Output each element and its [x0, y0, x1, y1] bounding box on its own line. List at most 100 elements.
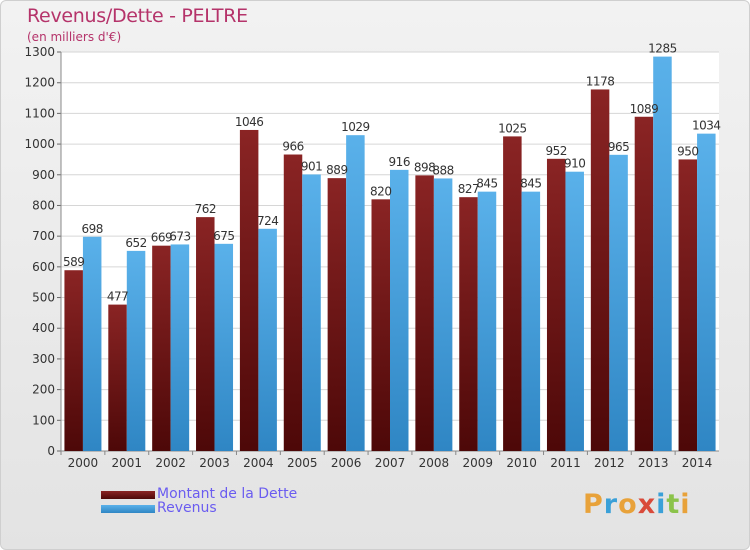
bar-dette: [64, 270, 83, 451]
bar-dette: [283, 154, 303, 451]
y-tick-label: 1200: [24, 76, 55, 90]
bar-dette: [327, 178, 347, 451]
data-label-dette: 966: [282, 140, 303, 154]
legend-label-dette: Montant de la Dette: [157, 486, 298, 502]
bar-revenus: [433, 178, 453, 451]
bar-revenus: [346, 135, 365, 451]
legend-label-revenus: Revenus: [157, 500, 217, 516]
chart-subtitle: (en milliers d'€): [27, 30, 122, 44]
x-tick-label: 2012: [594, 456, 625, 470]
data-label-revenus: 1285: [648, 42, 677, 56]
x-tick-label: 2009: [462, 456, 493, 470]
y-tick-label: 200: [32, 383, 55, 397]
x-tick-label: 2007: [375, 456, 406, 470]
x-tick-label: 2011: [550, 456, 581, 470]
x-tick-label: 2004: [243, 456, 274, 470]
data-label-dette: 827: [458, 182, 479, 196]
x-axis-ticks: 2000 2001 2002 2003 2004 2005 2006 2007 2008 2009…: [60, 451, 712, 470]
logo-letter: i: [656, 489, 667, 520]
data-label-dette: 1178: [586, 74, 615, 88]
data-label-revenus: 673: [169, 229, 190, 243]
logo-letter: t: [666, 489, 681, 520]
x-tick-label: 2006: [331, 456, 362, 470]
bar-revenus: [477, 191, 497, 451]
x-tick-label: 2000: [68, 456, 99, 470]
y-tick-label: 1100: [24, 106, 55, 120]
bar-revenus: [214, 243, 234, 451]
logo-letter: P: [583, 489, 604, 520]
data-label-revenus: 1029: [341, 120, 370, 134]
bar-revenus: [697, 133, 716, 451]
data-label-dette: 669: [151, 231, 172, 245]
data-label-revenus: 888: [432, 163, 453, 177]
data-label-dette: 820: [370, 184, 391, 198]
bar-revenus: [653, 56, 672, 451]
data-label-revenus: 845: [476, 177, 497, 191]
y-tick-label: 1300: [24, 45, 55, 59]
data-label-dette: 950: [677, 144, 698, 158]
bar-revenus: [170, 244, 190, 451]
proxiti-logo: Proxiti: [583, 489, 691, 520]
data-label-revenus: 910: [564, 157, 585, 171]
y-tick-label: 0: [47, 444, 55, 458]
bar-dette: [239, 129, 259, 451]
data-label-dette: 589: [63, 255, 84, 269]
data-label-dette: 1025: [498, 121, 527, 135]
y-tick-label: 600: [32, 260, 55, 274]
data-label-revenus: 675: [213, 229, 234, 243]
y-tick-label: 800: [32, 198, 55, 212]
data-label-dette: 898: [414, 160, 435, 174]
y-tick-label: 1000: [24, 137, 55, 151]
data-label-revenus: 652: [125, 236, 146, 250]
bar-dette: [546, 158, 566, 451]
bar-dette: [459, 197, 478, 451]
bar-revenus: [126, 250, 146, 451]
bar-revenus: [302, 174, 321, 451]
chart-title: Revenus/Dette - PELTRE: [27, 5, 248, 27]
data-label-dette: 762: [195, 202, 216, 216]
bars: [64, 56, 716, 452]
data-label-revenus: 965: [608, 140, 629, 154]
bar-revenus: [521, 191, 541, 451]
bar-dette: [108, 304, 127, 451]
x-tick-label: 2003: [199, 456, 230, 470]
x-tick-label: 2008: [419, 456, 450, 470]
logo-letter: o: [618, 489, 638, 520]
data-label-revenus: 724: [257, 214, 278, 228]
bar-dette: [590, 89, 610, 452]
legend-swatch-dette: [101, 491, 155, 499]
y-tick-label: 400: [32, 321, 55, 335]
bar-dette: [371, 199, 390, 451]
data-label-revenus: 916: [389, 155, 410, 169]
data-label-dette: 889: [326, 163, 347, 177]
bar-dette: [678, 159, 698, 451]
bar-revenus: [390, 169, 409, 451]
bar-dette: [415, 175, 434, 452]
data-label-dette: 477: [107, 290, 128, 304]
data-label-dette: 952: [546, 144, 567, 158]
x-tick-label: 2010: [506, 456, 537, 470]
y-tick-label: 100: [32, 413, 55, 427]
data-label-revenus: 1034: [692, 119, 721, 133]
y-tick-label: 700: [32, 229, 55, 243]
bar-dette: [152, 245, 171, 451]
data-label-revenus: 698: [81, 222, 102, 236]
bar-revenus: [609, 154, 628, 452]
data-label-revenus: 845: [520, 177, 541, 191]
logo-letter: x: [637, 489, 657, 520]
x-tick-label: 2005: [287, 456, 318, 470]
y-tick-label: 500: [32, 291, 55, 305]
bar-revenus: [82, 236, 102, 451]
x-tick-label: 2013: [638, 456, 669, 470]
bar-revenus: [565, 171, 584, 451]
y-tick-label: 900: [32, 168, 55, 182]
logo-letter: r: [603, 489, 619, 520]
legend-swatch-revenus: [101, 505, 155, 513]
bar-revenus: [258, 228, 277, 451]
data-label-revenus: 901: [301, 159, 322, 173]
x-tick-label: 2002: [155, 456, 186, 470]
data-label-dette: 1089: [630, 102, 659, 116]
